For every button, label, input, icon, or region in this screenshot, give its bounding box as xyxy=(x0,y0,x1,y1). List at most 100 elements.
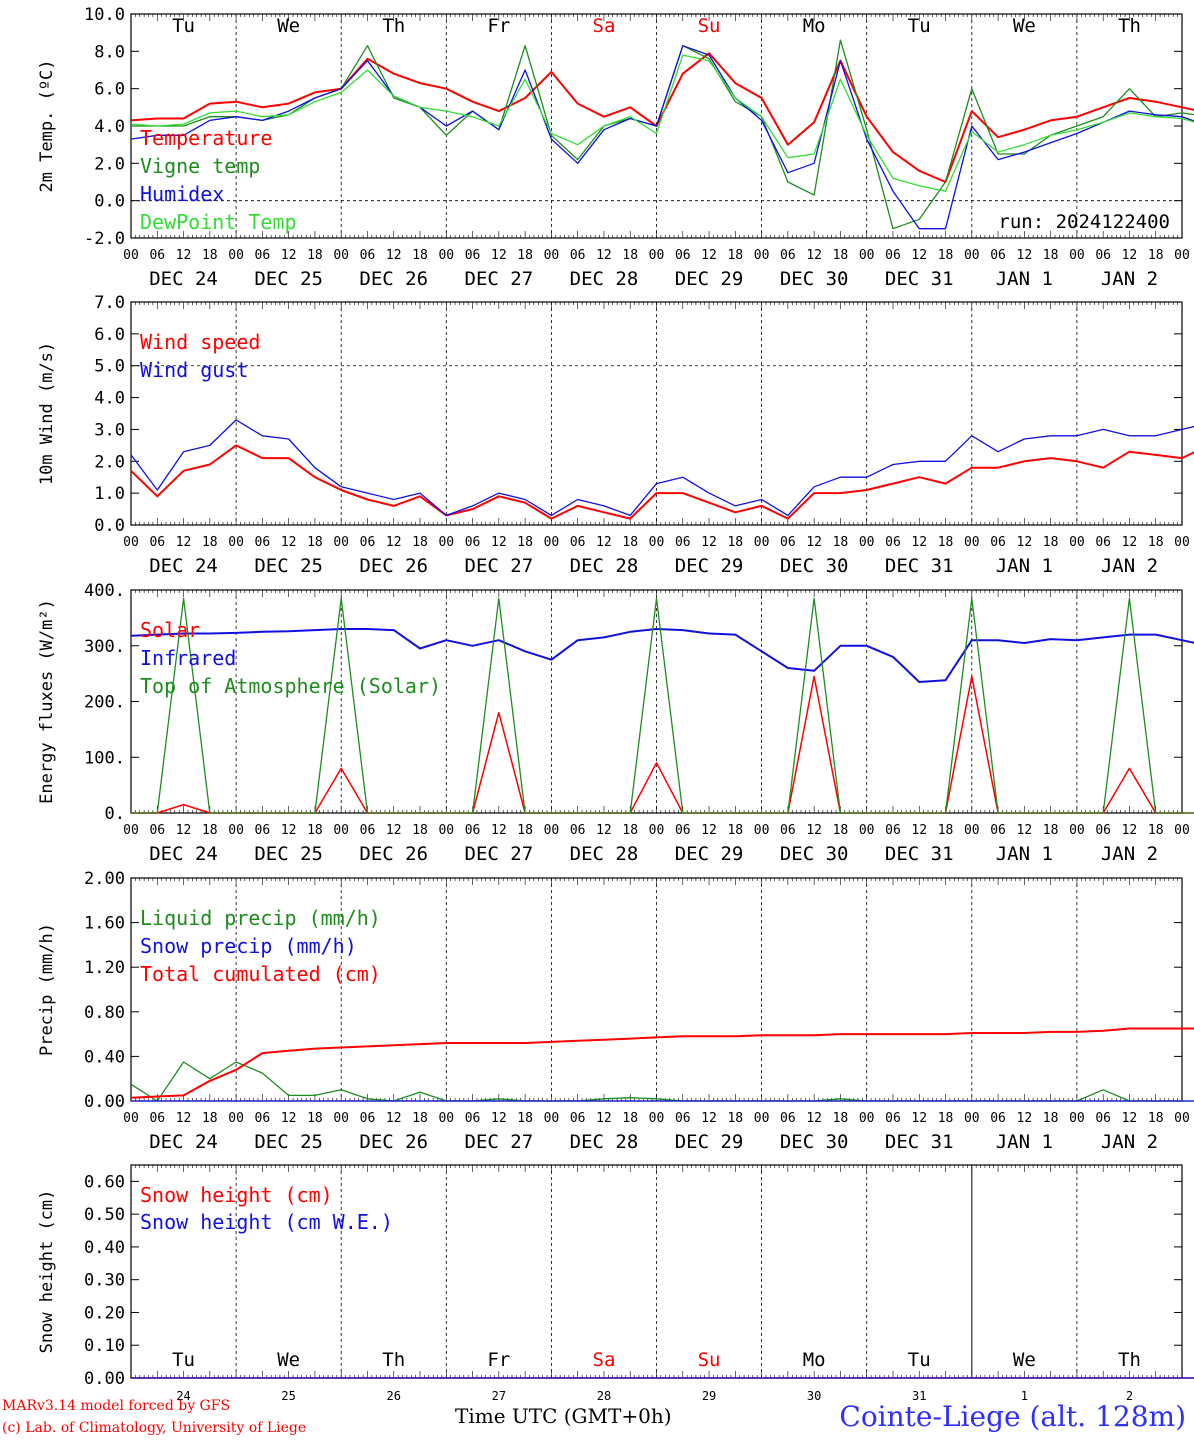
series-line-wind-gust xyxy=(130,419,1194,517)
hour-label: 18 xyxy=(307,535,323,550)
hour-label: 00 xyxy=(649,823,665,838)
hour-label: 00 xyxy=(1174,248,1190,263)
legend-entry: Solar xyxy=(140,618,200,642)
hour-label: 18 xyxy=(1148,248,1164,263)
hour-label: 06 xyxy=(255,248,271,263)
hour-label: 12 xyxy=(491,535,507,550)
y-tick-label: 0.50 xyxy=(84,1205,125,1225)
y-tick-label: 200. xyxy=(84,693,125,713)
hour-label: 00 xyxy=(1174,1111,1190,1126)
date-label: DEC 25 xyxy=(254,555,323,577)
date-label: DEC 26 xyxy=(359,843,428,865)
day-number-label: 26 xyxy=(387,1389,401,1403)
hour-label: 12 xyxy=(176,1111,192,1126)
hour-label: 00 xyxy=(964,823,980,838)
day-number-label: 1 xyxy=(1021,1389,1028,1403)
legend-entry: Snow height (cm W.E.) xyxy=(140,1210,393,1234)
hour-label: 00 xyxy=(754,535,770,550)
y-tick-label: 2.00 xyxy=(84,869,125,889)
hour-label: 00 xyxy=(859,248,875,263)
legend-entry: Vigne temp xyxy=(140,154,260,178)
hour-label: 12 xyxy=(1017,535,1033,550)
date-label: DEC 24 xyxy=(149,843,218,865)
date-label: DEC 30 xyxy=(780,843,849,865)
hour-label: 00 xyxy=(123,823,139,838)
hour-label: 06 xyxy=(255,823,271,838)
series-line-humidex xyxy=(130,45,1194,230)
date-label: DEC 29 xyxy=(675,843,744,865)
hour-label: 18 xyxy=(517,1111,533,1126)
date-label: DEC 30 xyxy=(780,1131,849,1153)
legend-entry: Total cumulated (cm) xyxy=(140,962,381,986)
weekday-label: Tu xyxy=(172,15,195,37)
date-label: DEC 26 xyxy=(359,1131,428,1153)
hour-label: 06 xyxy=(149,535,165,550)
hour-label: 00 xyxy=(964,248,980,263)
y-axis-label: Precip (mm/h) xyxy=(37,923,57,1056)
y-tick-label: -2.0 xyxy=(84,229,125,249)
date-label: DEC 28 xyxy=(570,843,639,865)
day-number-label: 30 xyxy=(807,1389,821,1403)
date-label: DEC 31 xyxy=(885,1131,954,1153)
date-label: JAN 2 xyxy=(1101,1131,1158,1153)
hour-label: 06 xyxy=(780,535,796,550)
series-line-liquid-precip-mm-h- xyxy=(130,1061,1194,1102)
hour-label: 00 xyxy=(228,823,244,838)
hour-label: 18 xyxy=(412,535,428,550)
panel-frame-2 xyxy=(130,589,1183,814)
y-tick-label: 400. xyxy=(84,581,125,601)
hour-label: 18 xyxy=(1148,1111,1164,1126)
hour-label: 18 xyxy=(1148,535,1164,550)
hour-label: 00 xyxy=(123,248,139,263)
y-tick-label: 0.0 xyxy=(94,192,125,212)
hour-label: 12 xyxy=(596,248,612,263)
y-axis-label: Energy fluxes (W/m²) xyxy=(37,599,57,804)
hour-label: 06 xyxy=(885,248,901,263)
hour-label: 00 xyxy=(964,1111,980,1126)
date-label: DEC 28 xyxy=(570,1131,639,1153)
day-number-label: 29 xyxy=(702,1389,716,1403)
date-label: DEC 30 xyxy=(780,268,849,290)
hour-label: 00 xyxy=(438,535,454,550)
hour-label: 12 xyxy=(806,1111,822,1126)
y-tick-label: 0.80 xyxy=(84,1003,125,1023)
hour-label: 06 xyxy=(570,823,586,838)
hour-label: 00 xyxy=(859,535,875,550)
hour-label: 00 xyxy=(228,248,244,263)
hour-label: 06 xyxy=(465,248,481,263)
hour-label: 18 xyxy=(833,535,849,550)
hour-label: 00 xyxy=(438,248,454,263)
hour-label: 12 xyxy=(281,248,297,263)
y-tick-label: 4.0 xyxy=(94,117,125,137)
lab-credit: (c) Lab. of Climatology, University of L… xyxy=(2,1420,307,1436)
weekday-label: Tu xyxy=(908,1349,931,1371)
hour-label: 06 xyxy=(360,248,376,263)
hour-label: 18 xyxy=(833,1111,849,1126)
hour-label: 00 xyxy=(544,1111,560,1126)
hour-label: 12 xyxy=(1122,248,1138,263)
hour-label: 00 xyxy=(438,823,454,838)
hour-label: 00 xyxy=(649,535,665,550)
y-tick-label: 1.20 xyxy=(84,958,125,978)
hour-label: 18 xyxy=(202,1111,218,1126)
hour-label: 12 xyxy=(701,1111,717,1126)
hour-label: 00 xyxy=(333,535,349,550)
y-tick-label: 0.10 xyxy=(84,1336,125,1356)
hour-label: 12 xyxy=(596,823,612,838)
model-credit: MARv3.14 model forced by GFS xyxy=(2,1398,231,1414)
date-label: DEC 24 xyxy=(149,555,218,577)
y-tick-label: 2.0 xyxy=(94,154,125,174)
hour-label: 00 xyxy=(123,535,139,550)
hour-label: 18 xyxy=(1148,823,1164,838)
y-tick-label: 0.00 xyxy=(84,1369,125,1389)
hour-label: 06 xyxy=(990,823,1006,838)
hour-label: 12 xyxy=(1122,823,1138,838)
series-line-wind-speed xyxy=(130,444,1194,520)
hour-label: 18 xyxy=(727,823,743,838)
hour-label: 06 xyxy=(570,248,586,263)
hour-label: 06 xyxy=(360,535,376,550)
date-label: JAN 2 xyxy=(1101,555,1158,577)
weekday-label: Su xyxy=(698,15,721,37)
hour-label: 00 xyxy=(333,248,349,263)
hour-label: 18 xyxy=(1043,823,1059,838)
